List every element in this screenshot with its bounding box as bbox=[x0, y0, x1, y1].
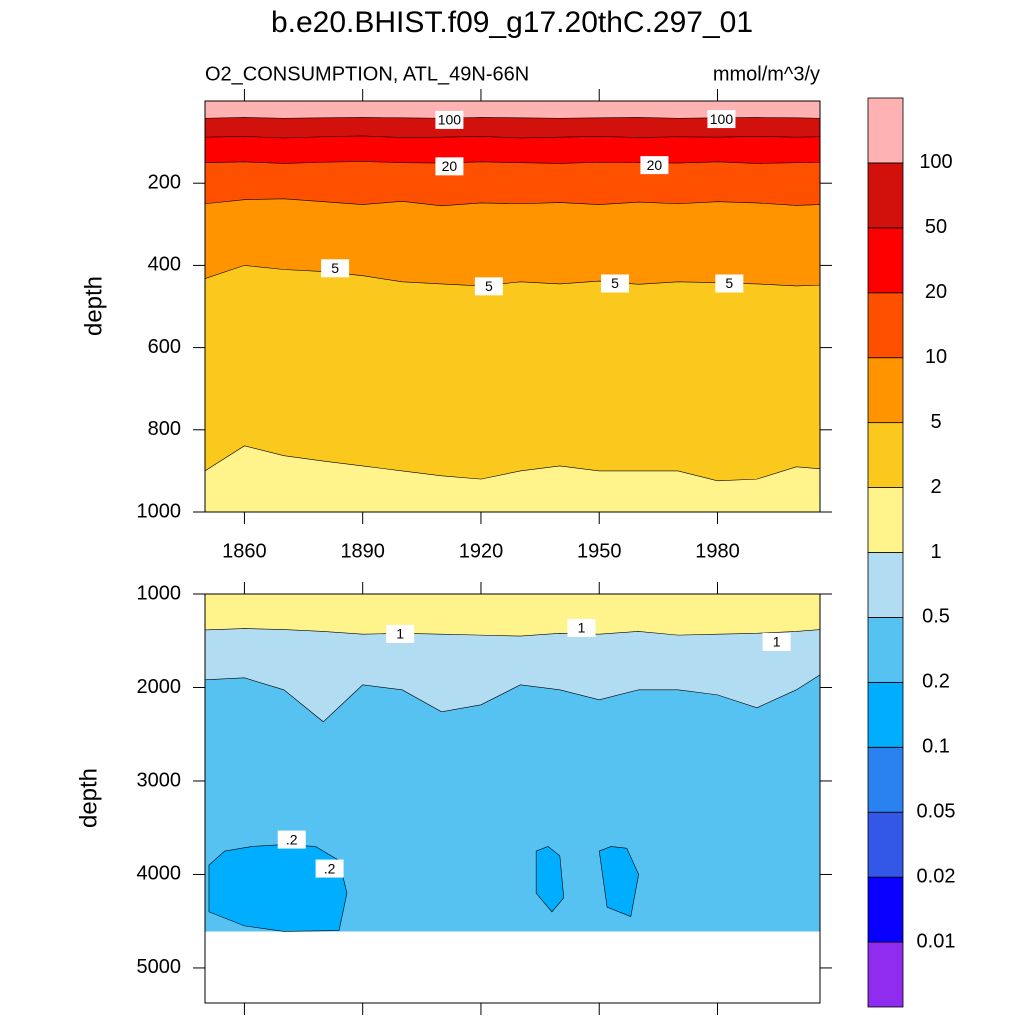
contour-label-bg bbox=[435, 157, 464, 176]
y-tick-label: 3000 bbox=[137, 769, 182, 791]
y-tick-label: 600 bbox=[148, 336, 181, 358]
colorbar-box bbox=[867, 422, 904, 488]
y-axis-label: depth bbox=[75, 768, 102, 828]
contour-line bbox=[205, 198, 820, 207]
x-tick-label: 1920 bbox=[459, 540, 504, 562]
units-label: mmol/m^3/y bbox=[713, 63, 820, 85]
y-tick-label: 1000 bbox=[137, 582, 182, 604]
y-axis-label: depth bbox=[80, 276, 107, 336]
contour-label: 100 bbox=[438, 112, 462, 128]
contour-label: 1 bbox=[773, 634, 781, 650]
band-fill bbox=[205, 101, 820, 119]
left-label: O2_CONSUMPTION, ATL_49N-66N bbox=[205, 63, 529, 85]
colorbar-label: 0.2 bbox=[922, 671, 950, 693]
contour-label: 5 bbox=[331, 260, 339, 276]
y-tick-label: 400 bbox=[148, 254, 181, 276]
x-tick-label: 1950 bbox=[577, 540, 622, 562]
contour-region bbox=[208, 844, 348, 932]
contour-label: 1 bbox=[578, 620, 586, 636]
contour-label: 20 bbox=[442, 158, 458, 174]
colorbar-box bbox=[867, 357, 904, 424]
colorbar-label: 20 bbox=[925, 281, 947, 303]
contour-label: .2 bbox=[324, 860, 336, 876]
contour-label-bg bbox=[315, 859, 344, 878]
contour-label-bg bbox=[435, 110, 464, 129]
colorbar-box bbox=[867, 162, 904, 229]
contour-label-bg bbox=[386, 624, 415, 643]
chart-title: b.e20.BHIST.f09_g17.20thC.297_01 bbox=[271, 6, 753, 39]
colorbar-label: 0.05 bbox=[917, 800, 956, 822]
colorbar-label: 2 bbox=[930, 476, 941, 498]
plot-frame bbox=[204, 100, 821, 513]
contour-label-bg bbox=[762, 632, 791, 651]
contour-label: 20 bbox=[647, 157, 663, 173]
colorbar-box bbox=[867, 941, 904, 1008]
y-tick-label: 4000 bbox=[137, 863, 182, 885]
colorbar-box bbox=[867, 292, 904, 359]
y-tick-label: 200 bbox=[148, 171, 181, 193]
contour-label-bg bbox=[277, 830, 306, 849]
colorbar-label: 1 bbox=[930, 541, 941, 563]
contour-label-bg bbox=[640, 156, 669, 175]
colorbar-label: 0.01 bbox=[917, 930, 956, 952]
y-tick-label: 800 bbox=[148, 418, 181, 440]
contour-label: .2 bbox=[286, 831, 298, 847]
contour-label: 1 bbox=[396, 626, 404, 642]
x-tick-label: 1890 bbox=[340, 540, 385, 562]
contour-label-bg bbox=[321, 259, 350, 278]
x-tick-label: 1860 bbox=[222, 540, 267, 562]
colorbar-label: 0.02 bbox=[917, 865, 956, 887]
contour-line bbox=[205, 135, 820, 139]
colorbar-box bbox=[867, 552, 904, 618]
band-fill bbox=[205, 594, 820, 637]
contour-label: 5 bbox=[485, 278, 493, 294]
colorbar-label: 50 bbox=[925, 216, 947, 238]
contour-region bbox=[535, 846, 565, 913]
colorbar-label: 0.1 bbox=[922, 736, 950, 758]
colorbar-box bbox=[867, 681, 904, 748]
colorbar-box bbox=[867, 746, 904, 813]
plot-frame bbox=[204, 593, 821, 1004]
contour-region bbox=[598, 846, 639, 917]
contour-label-bg bbox=[474, 277, 503, 296]
colorbar-box bbox=[867, 876, 904, 943]
colorbar-box bbox=[867, 227, 904, 294]
colorbar-label: 100 bbox=[919, 151, 952, 173]
contour-label-bg bbox=[715, 274, 744, 293]
x-tick-label: 1980 bbox=[695, 540, 740, 562]
contour-label-bg bbox=[567, 618, 596, 637]
contour-line bbox=[205, 445, 820, 482]
contour-label: 5 bbox=[725, 275, 733, 291]
y-tick-label: 1000 bbox=[137, 500, 182, 522]
contour-label: 100 bbox=[710, 111, 734, 127]
contour-line bbox=[205, 628, 820, 637]
colorbar-label: 5 bbox=[930, 411, 941, 433]
contour-line bbox=[205, 674, 820, 723]
colorbar-box bbox=[867, 97, 904, 164]
colorbar-box bbox=[867, 487, 904, 553]
plot-area bbox=[205, 101, 820, 512]
contour-label-bg bbox=[601, 274, 629, 293]
colorbar-label: 0.5 bbox=[922, 606, 950, 628]
contour-label: 5 bbox=[611, 275, 619, 291]
contour-label-bg bbox=[707, 110, 736, 129]
colorbar-box bbox=[867, 617, 904, 683]
y-tick-label: 2000 bbox=[137, 676, 182, 698]
contour-line bbox=[205, 161, 820, 164]
colorbar-box bbox=[867, 811, 904, 878]
y-tick-label: 5000 bbox=[137, 956, 182, 978]
colorbar-label: 10 bbox=[925, 346, 947, 368]
plot-area bbox=[205, 594, 820, 932]
